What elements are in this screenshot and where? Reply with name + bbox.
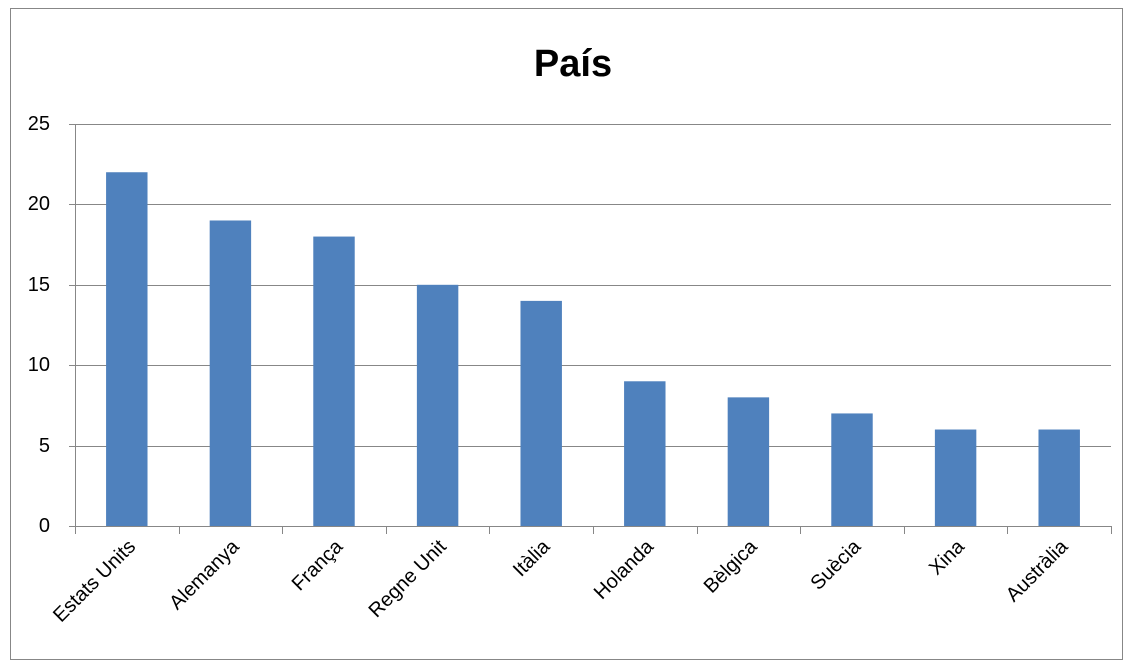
bar xyxy=(106,172,148,527)
bar xyxy=(727,397,770,526)
bar xyxy=(624,381,666,526)
y-tick-label: 5 xyxy=(39,435,50,457)
bar xyxy=(831,413,873,526)
bar xyxy=(209,220,252,527)
bar xyxy=(416,284,459,526)
chart-border xyxy=(10,8,1123,660)
chart-title: País xyxy=(534,43,612,85)
y-tick-label: 0 xyxy=(39,515,50,537)
y-tick-label: 25 xyxy=(28,113,50,135)
bar xyxy=(520,300,562,526)
y-tick-label: 20 xyxy=(28,193,50,215)
bar xyxy=(1038,429,1080,526)
bar xyxy=(313,236,355,526)
y-tick-label: 15 xyxy=(28,274,50,296)
y-tick-label: 10 xyxy=(28,354,50,376)
bar xyxy=(934,429,977,526)
